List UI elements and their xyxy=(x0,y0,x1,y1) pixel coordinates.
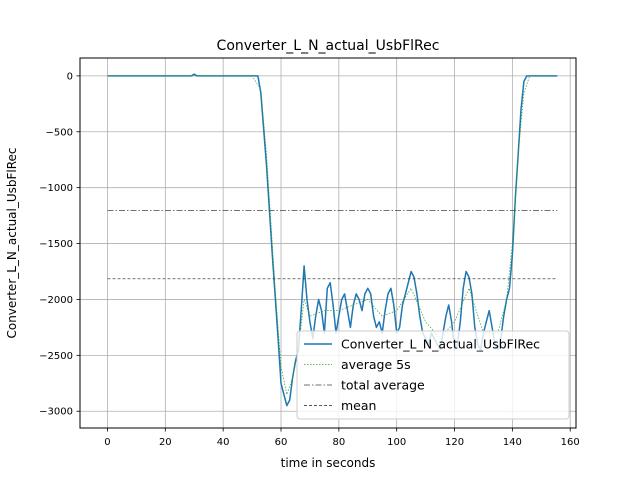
x-tick-label: 80 xyxy=(332,437,345,448)
legend-label: total average xyxy=(341,378,425,393)
x-tick-label: 100 xyxy=(387,437,406,448)
y-tick-label: −1500 xyxy=(39,239,73,250)
x-tick-label: 140 xyxy=(503,437,522,448)
plot-frame xyxy=(79,57,577,429)
x-axis-label: time in seconds xyxy=(281,456,376,470)
y-tick-label: −3000 xyxy=(39,407,73,418)
y-axis: 0 −500 −1000 −1500 −2000 −2500 −3000 xyxy=(39,71,80,418)
chart-title: Converter_L_N_actual_UsbFlRec xyxy=(217,38,440,54)
x-tick-label: 40 xyxy=(217,437,230,448)
y-axis-label: Converter_L_N_actual_UsbFlRec xyxy=(5,147,19,338)
y-tick-label: 0 xyxy=(67,71,73,82)
legend-label: average 5s xyxy=(341,357,411,372)
legend-label: Converter_L_N_actual_UsbFlRec xyxy=(341,337,540,352)
series-line-0 xyxy=(107,73,558,407)
legend-box xyxy=(296,330,570,420)
x-tick-label: 160 xyxy=(561,437,580,448)
y-tick-label: −2500 xyxy=(39,351,73,362)
x-axis: 0 20 40 60 80 100 120 140 160 xyxy=(104,428,580,448)
series-layer xyxy=(107,73,558,407)
legend-label: mean xyxy=(341,398,376,413)
x-tick-label: 120 xyxy=(445,437,464,448)
x-tick-label: 60 xyxy=(275,437,288,448)
y-tick-label: −1000 xyxy=(39,183,73,194)
y-tick-label: −2000 xyxy=(39,295,73,306)
x-tick-label: 20 xyxy=(159,437,172,448)
y-tick-label: −500 xyxy=(46,127,73,138)
x-tick-label: 0 xyxy=(104,437,110,448)
